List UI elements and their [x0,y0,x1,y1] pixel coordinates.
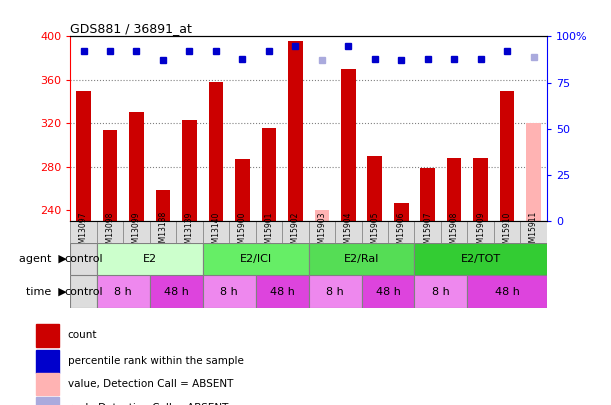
Text: percentile rank within the sample: percentile rank within the sample [68,356,243,366]
Bar [335,221,362,243]
Text: 48 h: 48 h [164,287,189,296]
Text: count: count [68,330,97,340]
Text: control: control [64,287,103,296]
Text: GSM15907: GSM15907 [423,211,432,253]
Text: 8 h: 8 h [432,287,450,296]
Text: GSM15904: GSM15904 [344,211,353,253]
Bar [203,275,255,308]
Bar [36,324,59,347]
Bar [36,350,59,373]
Bar [467,275,547,308]
Text: GDS881 / 36891_at: GDS881 / 36891_at [70,22,192,35]
Text: 8 h: 8 h [220,287,238,296]
Text: GSM13138: GSM13138 [158,211,167,252]
Bar [97,221,123,243]
Text: time  ▶: time ▶ [26,287,67,296]
Bar [341,69,356,221]
Text: GSM13098: GSM13098 [106,211,114,253]
Text: agent  ▶: agent ▶ [20,254,67,264]
Bar [414,275,467,308]
Text: value, Detection Call = ABSENT: value, Detection Call = ABSENT [68,379,233,389]
Bar [414,243,547,275]
Bar [97,243,203,275]
Bar [388,221,414,243]
Bar [526,123,541,221]
Text: 48 h: 48 h [376,287,400,296]
Bar [447,158,461,221]
Bar [467,221,494,243]
Text: E2: E2 [142,254,157,264]
Bar [315,210,329,221]
Text: GSM15903: GSM15903 [317,211,326,253]
Bar [394,203,409,221]
Text: 8 h: 8 h [114,287,132,296]
Text: control: control [64,254,103,264]
Bar [36,397,59,405]
Bar [309,243,414,275]
Text: GSM15909: GSM15909 [476,211,485,253]
Bar [367,156,382,221]
Bar [420,168,435,221]
Bar [521,221,547,243]
Text: GSM15901: GSM15901 [265,211,273,253]
Bar [362,221,388,243]
Text: E2/ICI: E2/ICI [240,254,272,264]
Bar [235,159,250,221]
Text: GSM15900: GSM15900 [238,211,247,253]
Bar [103,130,117,221]
Bar [36,373,59,395]
Bar [176,221,203,243]
Bar [208,82,223,221]
Bar [255,221,282,243]
Bar [255,275,309,308]
Bar [362,275,414,308]
Bar [203,243,309,275]
Bar [182,120,197,221]
Text: GSM13099: GSM13099 [132,211,141,253]
Text: E2/TOT: E2/TOT [461,254,501,264]
Bar [150,221,176,243]
Bar [288,41,302,221]
Text: 48 h: 48 h [495,287,519,296]
Bar [129,112,144,221]
Text: GSM13097: GSM13097 [79,211,88,253]
Bar [309,275,362,308]
Text: rank, Detection Call = ABSENT: rank, Detection Call = ABSENT [68,403,228,405]
Bar [494,221,521,243]
Text: GSM15902: GSM15902 [291,211,300,253]
Text: GSM15908: GSM15908 [450,211,459,253]
Text: GSM13140: GSM13140 [211,211,221,253]
Bar [97,275,150,308]
Bar [414,221,441,243]
Bar [76,91,91,221]
Bar [203,221,229,243]
Bar [309,221,335,243]
Text: GSM15906: GSM15906 [397,211,406,253]
Bar [70,275,97,308]
Bar [474,158,488,221]
Bar [441,221,467,243]
Bar [150,275,203,308]
Text: GSM13139: GSM13139 [185,211,194,253]
Text: GSM15911: GSM15911 [529,211,538,252]
Bar [262,128,276,221]
Bar [500,91,514,221]
Bar [123,221,150,243]
Bar [229,221,255,243]
Bar [70,243,97,275]
Text: 48 h: 48 h [269,287,295,296]
Text: 8 h: 8 h [326,287,344,296]
Bar [156,190,170,221]
Text: E2/Ral: E2/Ral [344,254,379,264]
Text: GSM15905: GSM15905 [370,211,379,253]
Bar [70,221,97,243]
Bar [282,221,309,243]
Text: GSM15910: GSM15910 [503,211,511,253]
